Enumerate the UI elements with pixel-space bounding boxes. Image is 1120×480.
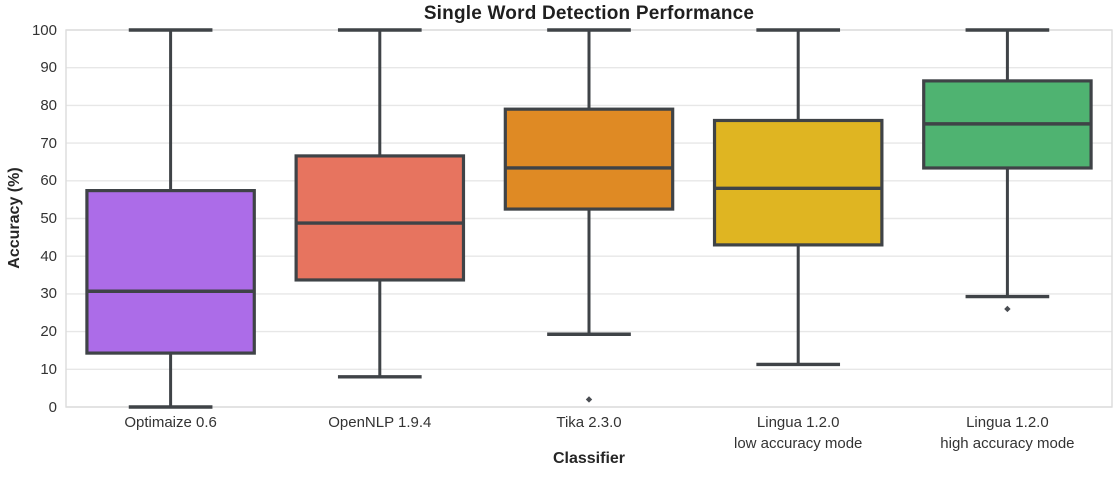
iqr-box bbox=[503, 107, 675, 211]
y-tick-60: 60 bbox=[40, 172, 57, 190]
chart-title: Single Word Detection Performance bbox=[423, 3, 755, 24]
box-optimaize-0-6 bbox=[85, 28, 256, 409]
x-tick-lingua-1-2-0-low-accuracy-mode: Lingua 1.2.0 low accuracy mode bbox=[733, 414, 863, 452]
box-lingua-1-2-0-high-accuracy-mode bbox=[922, 28, 1093, 313]
y-tick-80: 80 bbox=[40, 96, 57, 114]
outlier-point bbox=[1004, 305, 1011, 313]
box-lingua-1-2-0-low-accuracy-mode bbox=[712, 28, 884, 367]
iqr-box bbox=[85, 189, 256, 355]
x-tick-opennlp-1-9-4: OpenNLP 1.9.4 bbox=[328, 414, 432, 431]
y-tick-50: 50 bbox=[40, 210, 57, 227]
x-axis-label: Classifier bbox=[552, 450, 626, 467]
x-tick-tika-2-3-0: Tika 2.3.0 bbox=[556, 414, 622, 431]
y-tick-20: 20 bbox=[40, 323, 57, 341]
iqr-box bbox=[712, 118, 884, 247]
x-tick-optimaize-0-6: Optimaize 0.6 bbox=[124, 414, 217, 431]
box-tika-2-3-0 bbox=[503, 28, 675, 403]
box-opennlp-1-9-4 bbox=[294, 28, 466, 379]
outlier-point bbox=[585, 396, 593, 403]
y-tick-90: 90 bbox=[40, 59, 57, 77]
y-tick-0: 0 bbox=[48, 398, 57, 416]
y-tick-100: 100 bbox=[31, 21, 57, 39]
x-tick-lingua-1-2-0-high-accuracy-mode: Lingua 1.2.0 high accuracy mode bbox=[940, 414, 1075, 452]
y-tick-10: 10 bbox=[40, 360, 57, 378]
y-tick-30: 30 bbox=[40, 285, 57, 303]
y-tick-40: 40 bbox=[40, 247, 57, 265]
iqr-box bbox=[294, 154, 466, 282]
y-tick-70: 70 bbox=[40, 134, 57, 152]
